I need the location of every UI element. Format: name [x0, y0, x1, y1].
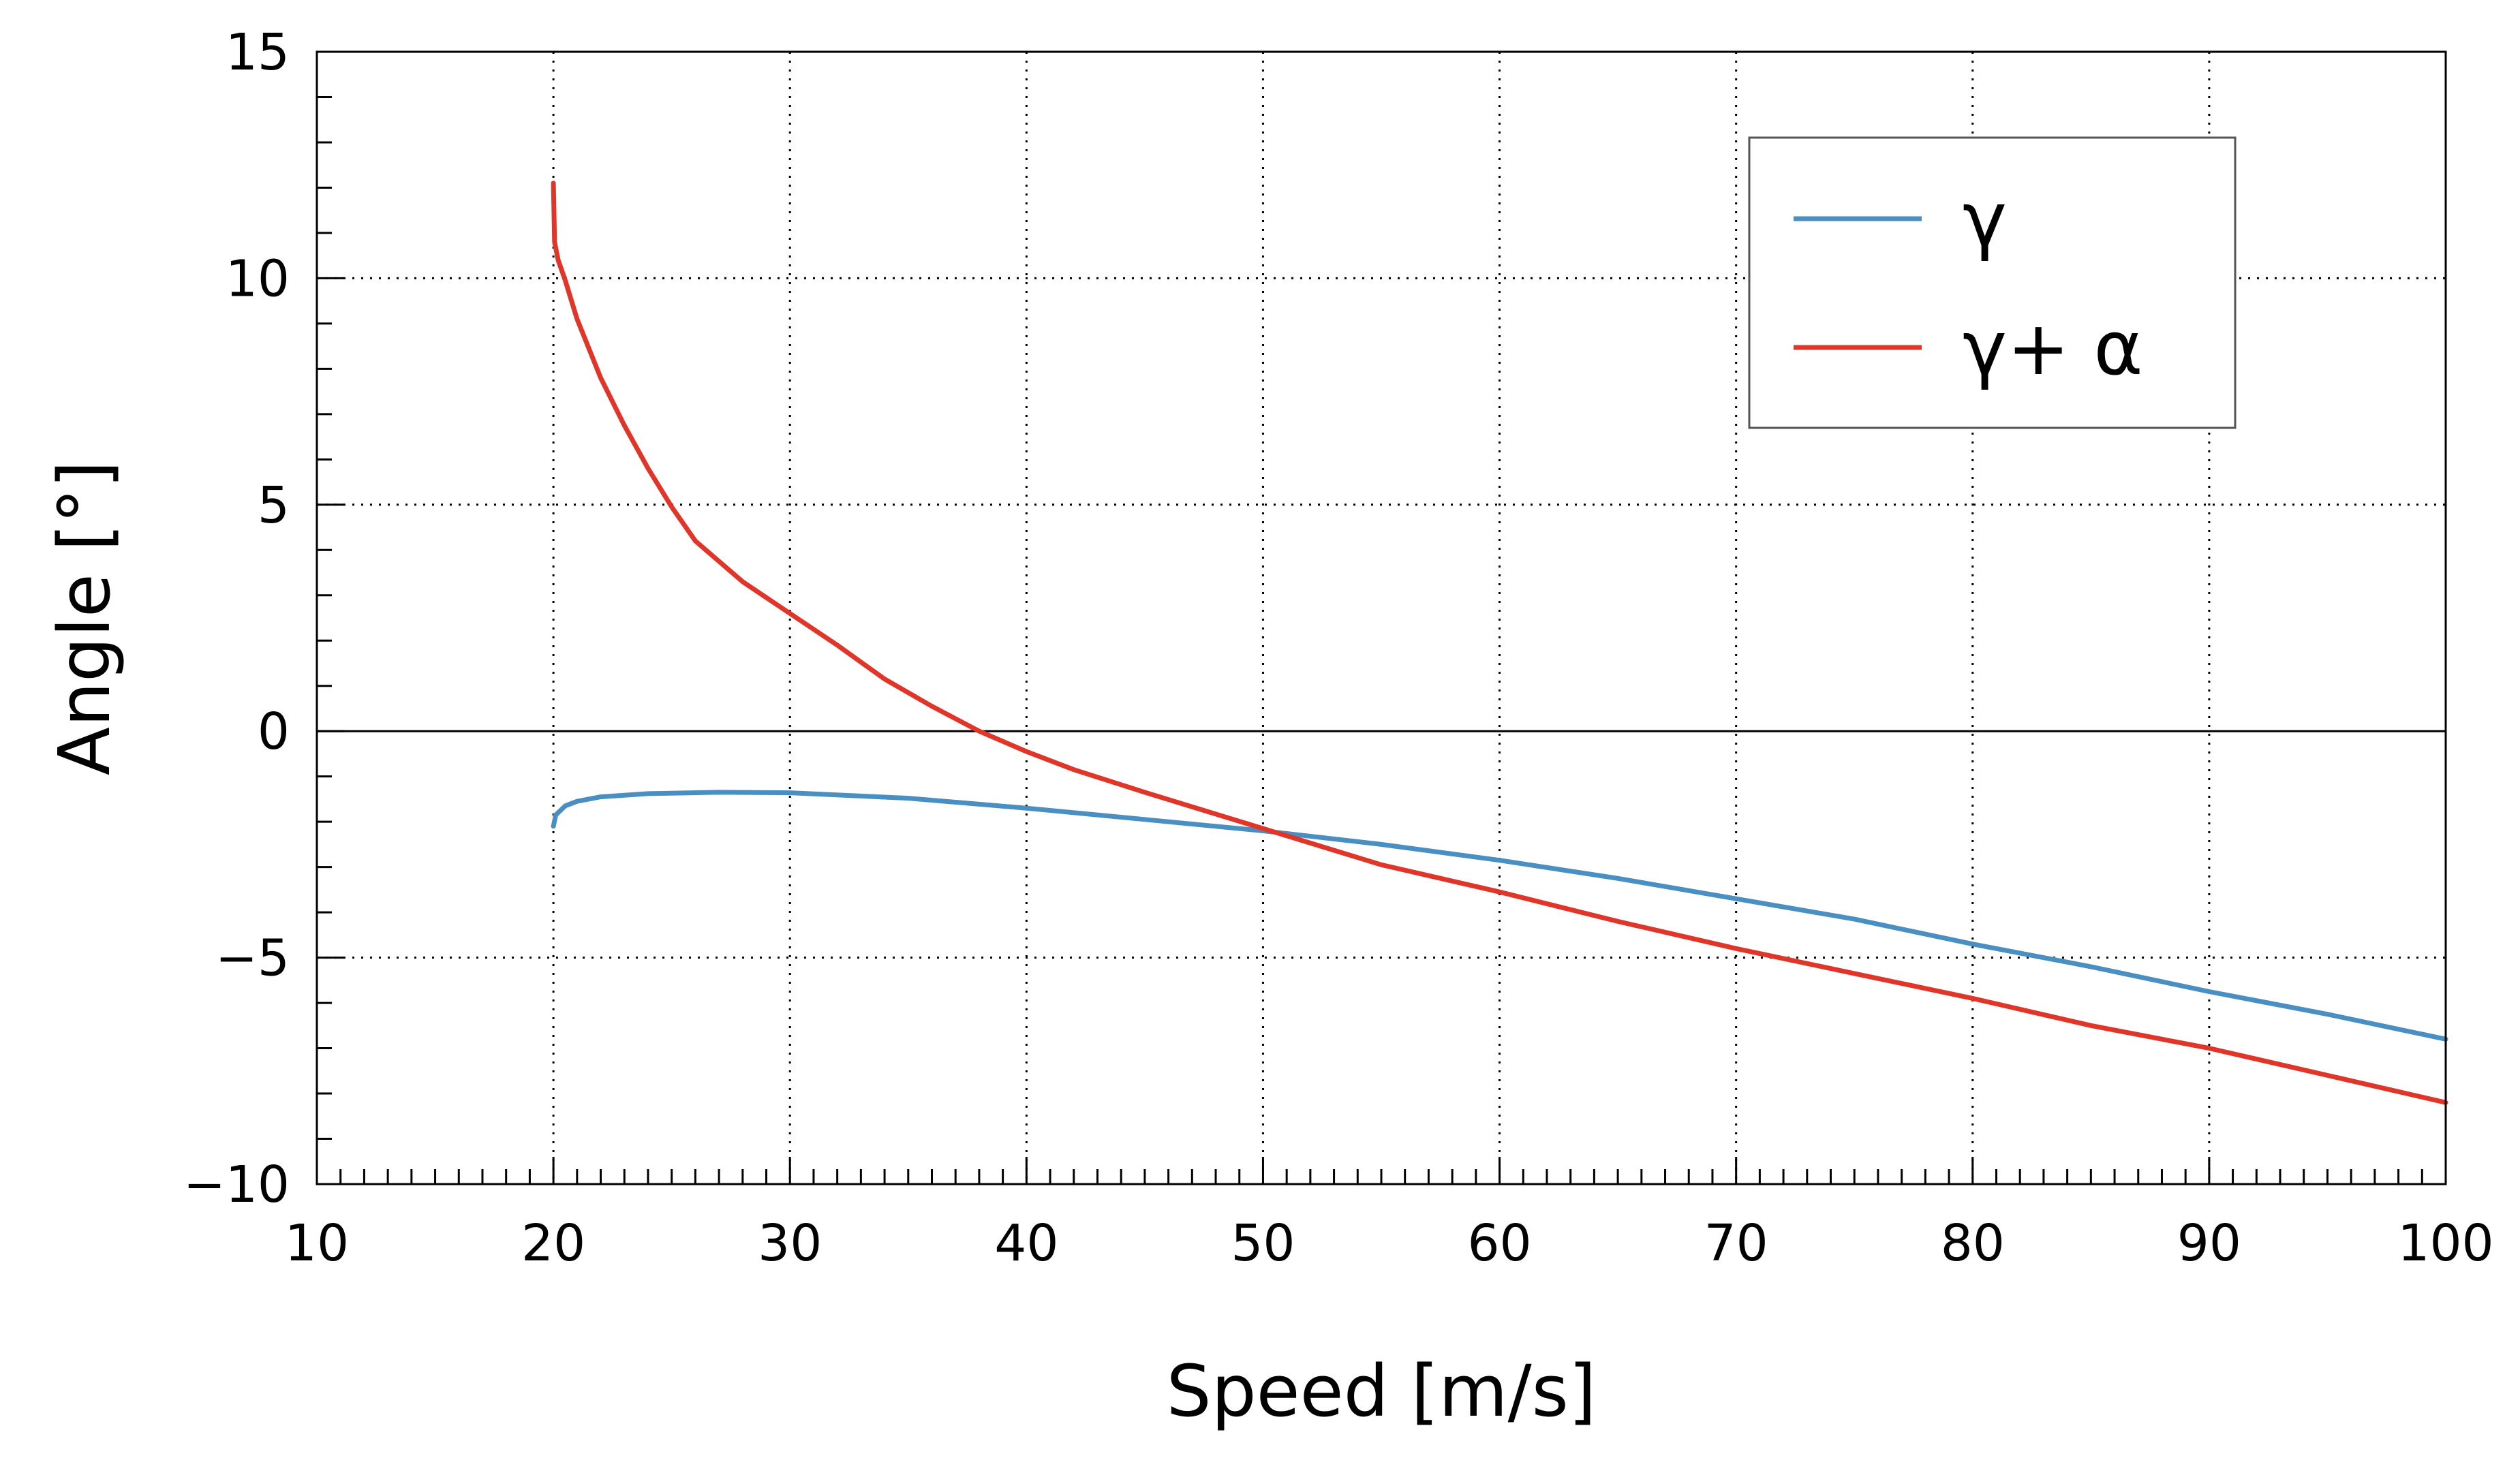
x-tick-label: 90 — [2177, 1214, 2241, 1273]
y-tick-label: 5 — [258, 476, 290, 535]
legend: γ γ+ α — [1748, 136, 2237, 429]
legend-label-gamma-plus-alpha: γ+ α — [1963, 305, 2143, 392]
x-tick-label: 70 — [1704, 1214, 1768, 1273]
ticks-layer — [316, 50, 2447, 1185]
x-tick-label: 40 — [994, 1214, 1058, 1273]
series-layer — [551, 181, 2448, 1105]
x-tick-label: 80 — [1941, 1214, 2005, 1273]
legend-box — [1748, 136, 2237, 429]
y-tick-label: −10 — [183, 1155, 290, 1214]
x-axis-title: Speed [m/s] — [1167, 1350, 1597, 1433]
y-axis-title: Angle [°] — [43, 461, 126, 775]
x-tick-label: 20 — [521, 1214, 585, 1273]
y-tick-label: 10 — [226, 249, 290, 308]
x-tick-label: 100 — [2397, 1214, 2493, 1273]
x-tick-label: 50 — [1231, 1214, 1295, 1273]
x-tick-label: 60 — [1467, 1214, 1531, 1273]
x-tick-label: 30 — [758, 1214, 822, 1273]
series-line-gamma-plus-alpha — [551, 181, 2448, 1105]
x-tick-label: 10 — [285, 1214, 349, 1273]
y-tick-label: 15 — [226, 23, 290, 82]
series-line-gamma — [551, 790, 2448, 1042]
legend-label-gamma: γ — [1963, 176, 2007, 263]
y-tick-label: −5 — [215, 929, 290, 988]
tick-labels-layer: 10 20 30 40 50 60 70 80 90 100 −10 −5 0 5 10 15 — [183, 23, 2494, 1273]
y-tick-label: 0 — [258, 702, 290, 761]
